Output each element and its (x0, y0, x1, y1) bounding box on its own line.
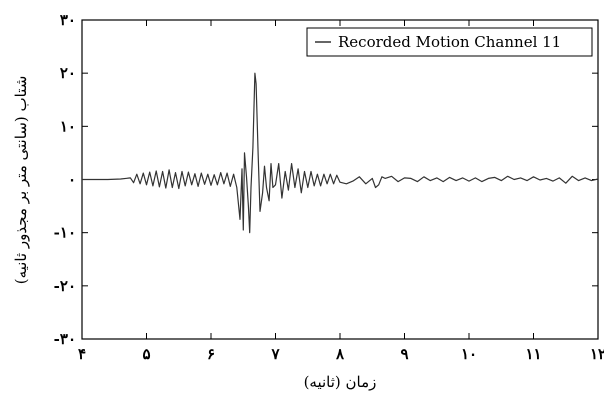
y-tick-label: -۲۰ (54, 277, 76, 295)
x-tick-label: ۹ (400, 345, 408, 363)
y-tick-label: -۳۰ (54, 330, 76, 348)
x-tick-label: ۸ (335, 345, 345, 363)
x-tick-label: ۴ (78, 345, 86, 363)
series-layer (82, 72, 599, 234)
x-tick-label: ۵ (142, 345, 150, 363)
x-axis: ۴ ۵ ۶ ۷ ۸ ۹ ۱۰ ۱۱ ۱۲ (78, 20, 604, 363)
plot-area-frame (81, 19, 599, 340)
x-tick-label: ۱۲ (590, 345, 604, 363)
y-tick-label: ۰ (68, 171, 76, 189)
series-line (82, 72, 599, 234)
x-tick-label: ۶ (207, 345, 215, 363)
y-axis: ۳۰ ۲۰ ۱۰ ۰ -۱۰ -۲۰ -۳۰ (54, 11, 598, 348)
x-tick-label: ۷ (270, 345, 280, 363)
y-tick-label: ۱۰ (60, 117, 76, 135)
y-tick-label: -۱۰ (54, 224, 76, 242)
legend: Recorded Motion Channel 11 (306, 27, 593, 57)
y-tick-label: ۲۰ (60, 64, 76, 82)
y-axis-title: شتاب (سانتی متر بر مجذور ثانیه) (12, 76, 30, 285)
x-axis-title: زمان (ثانیه) (304, 373, 377, 391)
legend-label: Recorded Motion Channel 11 (338, 33, 561, 51)
x-tick-label: ۱۱ (525, 345, 541, 363)
y-tick-label: ۳۰ (60, 11, 76, 29)
legend-box (306, 27, 593, 57)
x-tick-label: ۱۰ (461, 345, 477, 363)
